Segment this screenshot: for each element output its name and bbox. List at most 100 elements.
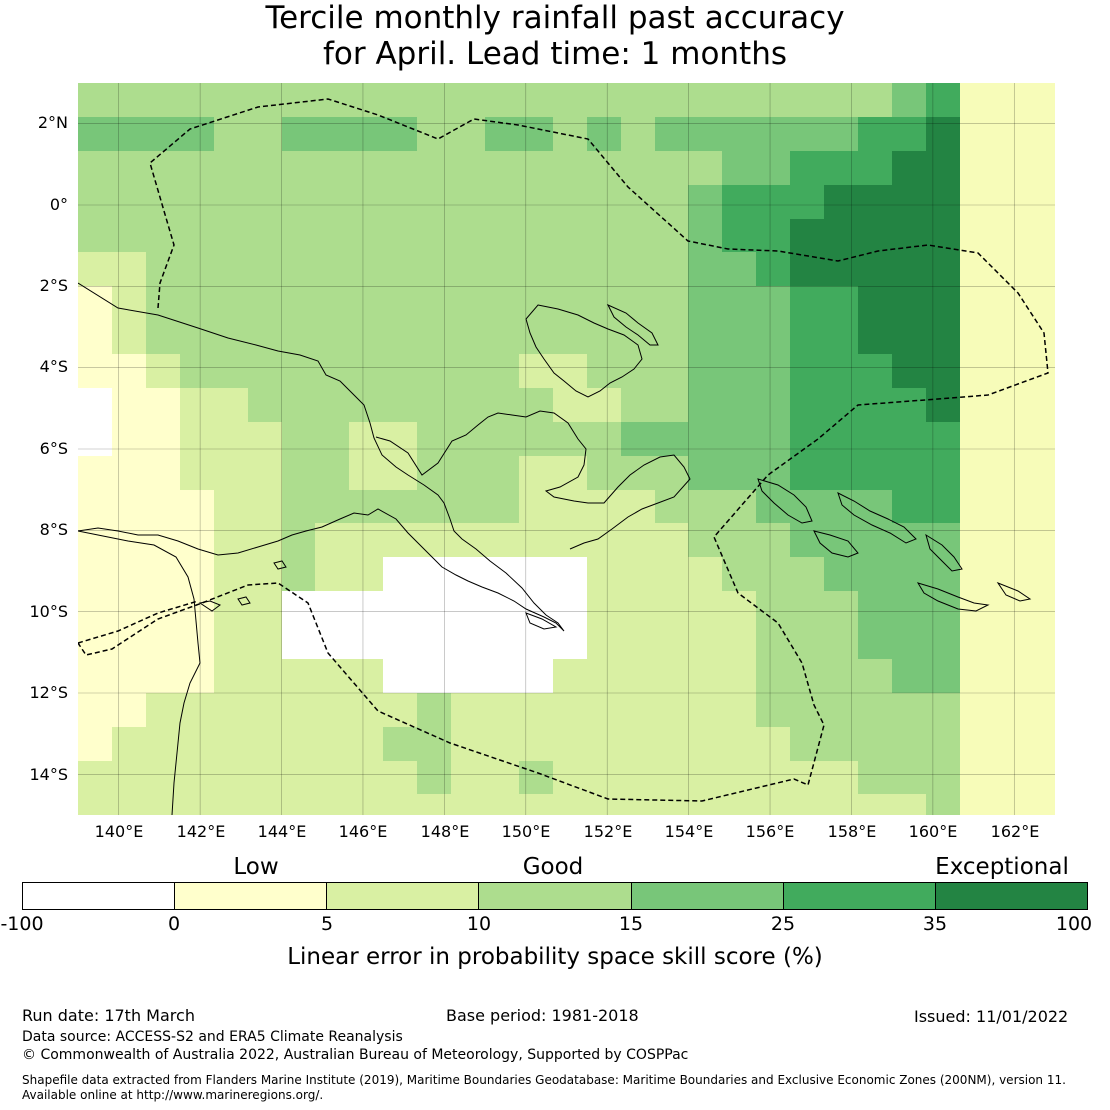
skill-cell [383, 354, 418, 389]
colorbar-segment-5 [631, 883, 784, 909]
png-eez-north [78, 98, 1049, 802]
skill-cell [620, 252, 656, 287]
skill-cell [688, 83, 723, 118]
skill-cell [179, 387, 215, 423]
colorbar-segment-3 [327, 883, 480, 909]
skill-cell [722, 591, 757, 626]
skill-cell [213, 218, 249, 253]
skill-cell [247, 83, 283, 118]
skill-cell [925, 320, 961, 355]
skill-cell [857, 455, 893, 491]
skill-cell [78, 286, 113, 321]
skill-cell [688, 726, 723, 762]
skill-cell [383, 591, 418, 626]
skill-cell [247, 591, 283, 626]
skill-cell [925, 658, 961, 694]
skill-cell [756, 252, 791, 287]
skill-cell [349, 455, 384, 491]
skill-cell [925, 184, 961, 220]
skill-cell [925, 625, 961, 660]
skill-cell [451, 354, 486, 389]
skill-cell [790, 794, 825, 815]
skill-cell [315, 591, 350, 626]
skill-cell [620, 387, 656, 423]
skill-cell [552, 320, 588, 355]
skill-cell [78, 692, 113, 728]
skill-cell [586, 557, 622, 592]
skill-cell [145, 116, 181, 152]
skill-cell [78, 658, 113, 694]
skill-cell [349, 421, 384, 457]
skill-cell [383, 320, 418, 355]
skill-cell [247, 489, 283, 524]
skill-cell [688, 421, 723, 457]
colorbar-tick-3: 5 [320, 913, 334, 935]
skill-cell [620, 320, 656, 355]
skill-cell [790, 760, 825, 795]
skill-cell [620, 83, 656, 118]
skill-cell [111, 421, 147, 457]
skill-cell [383, 557, 418, 592]
skill-cell [451, 218, 486, 253]
skill-cell [790, 455, 825, 491]
skill-cell [552, 489, 588, 524]
skill-cell [824, 150, 859, 186]
skill-cell [688, 354, 723, 389]
skill-cell [247, 523, 283, 558]
skill-cell [620, 421, 656, 457]
skill-cell [451, 387, 486, 423]
skill-cell [484, 184, 520, 220]
skill-cell [417, 184, 452, 220]
skill-cell [213, 252, 249, 287]
skill-cell [451, 794, 486, 815]
skill-cell [722, 218, 757, 253]
skill-cell [620, 455, 656, 491]
lon-tick-156e: 156°E [745, 822, 795, 841]
colorbar-segment-7 [935, 883, 1087, 909]
skill-cell [688, 184, 723, 220]
skill-cell [654, 320, 689, 355]
skill-cell [654, 252, 689, 287]
skill-cell [349, 387, 384, 423]
skill-cell [179, 218, 215, 253]
skill-cell [383, 286, 418, 321]
skill-cell [281, 658, 316, 694]
skill-cell [857, 658, 893, 694]
colorbar-tick-7: 35 [922, 913, 948, 935]
skill-cell [552, 421, 588, 457]
new-britain-island [525, 304, 643, 398]
skill-cell [857, 794, 893, 815]
skill-cell [790, 184, 825, 220]
skill-cell [824, 794, 859, 815]
skill-cell [552, 591, 588, 626]
skill-cell [756, 83, 791, 118]
skill-cell [688, 557, 723, 592]
skill-cell [925, 692, 961, 728]
skill-cell [417, 252, 452, 287]
colorbar-segment-4 [479, 883, 632, 909]
title-line-2: for April. Lead time: 1 months [322, 36, 788, 72]
skill-cell [925, 794, 961, 815]
skill-cell [78, 421, 113, 457]
skill-cell [78, 320, 113, 355]
skill-cell [620, 184, 656, 220]
skill-cell [620, 286, 656, 321]
skill-cell [179, 286, 215, 321]
skill-cell [925, 726, 961, 762]
skill-cell [383, 218, 418, 253]
skill-cell [586, 184, 622, 220]
skill-cell [790, 116, 825, 152]
skill-cell [247, 557, 283, 592]
skill-cell [315, 286, 350, 321]
skill-cell [315, 354, 350, 389]
skill-cell [451, 760, 486, 795]
skill-cell [518, 320, 554, 355]
skill-cell [790, 387, 825, 423]
skill-cell [247, 692, 283, 728]
skill-cell [586, 286, 622, 321]
skill-cell [790, 421, 825, 457]
skill-cell [451, 320, 486, 355]
skill-cell [518, 489, 554, 524]
skill-cell [586, 252, 622, 287]
skill-cell [552, 286, 588, 321]
